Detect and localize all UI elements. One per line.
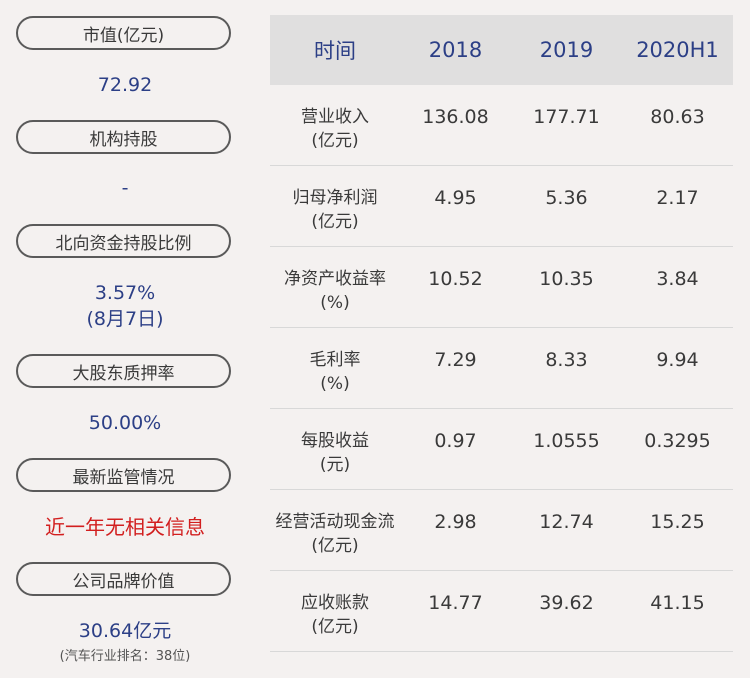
regulation-label: 最新监管情况 [16, 458, 231, 492]
institution-value: - [121, 177, 129, 199]
row-label-unit: (%) [320, 374, 350, 394]
row-label-text: 营业收入 [301, 107, 369, 127]
regulation-value: 近一年无相关信息 [45, 515, 205, 539]
table-row: 经营活动现金流 (亿元) 2.98 12.74 15.25 [270, 490, 733, 571]
row-label-text: 净资产收益率 [284, 269, 386, 289]
pledge-value: 50.00% [88, 412, 162, 434]
market-cap-label: 市值(亿元) [16, 16, 231, 50]
row-label-unit: (亿元) [311, 212, 359, 232]
cell-2020h1: 2.17 [656, 187, 699, 209]
row-label-text: 毛利率 [309, 350, 361, 370]
cell-2020h1: 15.25 [650, 511, 705, 533]
cell-2020h1: 41.15 [650, 592, 705, 614]
cell-2018: 4.95 [434, 187, 477, 209]
brand-label: 公司品牌价值 [16, 562, 231, 596]
market-cap-value: 72.92 [97, 74, 153, 96]
row-label: 应收账款 (亿元) [270, 571, 400, 639]
northbound-label: 北向资金持股比例 [16, 224, 231, 258]
cell-2020h1: 80.63 [650, 106, 705, 128]
row-label-unit: (亿元) [311, 131, 359, 151]
cell-2020h1: 3.84 [656, 268, 699, 290]
cell-2019: 5.36 [545, 187, 588, 209]
table-row: 净资产收益率 (%) 10.52 10.35 3.84 [270, 247, 733, 328]
row-label-text: 应收账款 [301, 593, 369, 613]
header-2019: 2019 [539, 38, 594, 62]
northbound-value: 3.57% [94, 282, 156, 304]
cell-2019: 177.71 [533, 106, 600, 128]
row-label-unit: (%) [320, 293, 350, 313]
cell-2019: 39.62 [539, 592, 594, 614]
row-label-text: 每股收益 [301, 431, 369, 451]
row-label-text: 归母净利润 [292, 188, 378, 208]
row-label: 营业收入 (亿元) [270, 85, 400, 153]
table-row: 应收账款 (亿元) 14.77 39.62 41.15 [270, 571, 733, 652]
cell-2018: 2.98 [434, 511, 477, 533]
header-2018: 2018 [428, 38, 483, 62]
cell-2018: 136.08 [422, 106, 489, 128]
cell-2018: 14.77 [428, 592, 483, 614]
northbound-date: (8月7日) [86, 308, 164, 330]
cell-2019: 1.0555 [533, 430, 600, 452]
row-label: 经营活动现金流 (亿元) [270, 490, 400, 558]
table-row: 营业收入 (亿元) 136.08 177.71 80.63 [270, 85, 733, 166]
table-header: 时间 2018 2019 2020H1 [270, 15, 733, 85]
header-2020h1: 2020H1 [636, 38, 719, 62]
cell-2018: 10.52 [428, 268, 483, 290]
row-label: 归母净利润 (亿元) [270, 166, 400, 234]
financial-table: 时间 2018 2019 2020H1 营业收入 (亿元) 136.08 177… [270, 15, 733, 652]
row-label: 净资产收益率 (%) [270, 247, 400, 315]
cell-2020h1: 0.3295 [644, 430, 711, 452]
left-panel: 市值(亿元) 72.92 机构持股 - 北向资金持股比例 3.57% (8月7日… [0, 0, 250, 678]
row-label-unit: (亿元) [311, 536, 359, 556]
table-row: 毛利率 (%) 7.29 8.33 9.94 [270, 328, 733, 409]
cell-2019: 10.35 [539, 268, 594, 290]
table-row: 每股收益 (元) 0.97 1.0555 0.3295 [270, 409, 733, 490]
row-label-unit: (亿元) [311, 617, 359, 637]
cell-2018: 7.29 [434, 349, 477, 371]
cell-2019: 8.33 [545, 349, 588, 371]
table-row: 归母净利润 (亿元) 4.95 5.36 2.17 [270, 166, 733, 247]
cell-2020h1: 9.94 [656, 349, 699, 371]
brand-value: 30.64亿元 [78, 620, 172, 642]
institution-label: 机构持股 [16, 120, 231, 154]
header-time: 时间 [314, 39, 356, 63]
brand-rank: (汽车行业排名：38位) [59, 649, 191, 664]
row-label-text: 经营活动现金流 [275, 512, 395, 532]
cell-2019: 12.74 [539, 511, 594, 533]
row-label: 每股收益 (元) [270, 409, 400, 477]
row-label-unit: (元) [319, 455, 351, 475]
pledge-label: 大股东质押率 [16, 354, 231, 388]
cell-2018: 0.97 [434, 430, 477, 452]
row-label: 毛利率 (%) [270, 328, 400, 396]
